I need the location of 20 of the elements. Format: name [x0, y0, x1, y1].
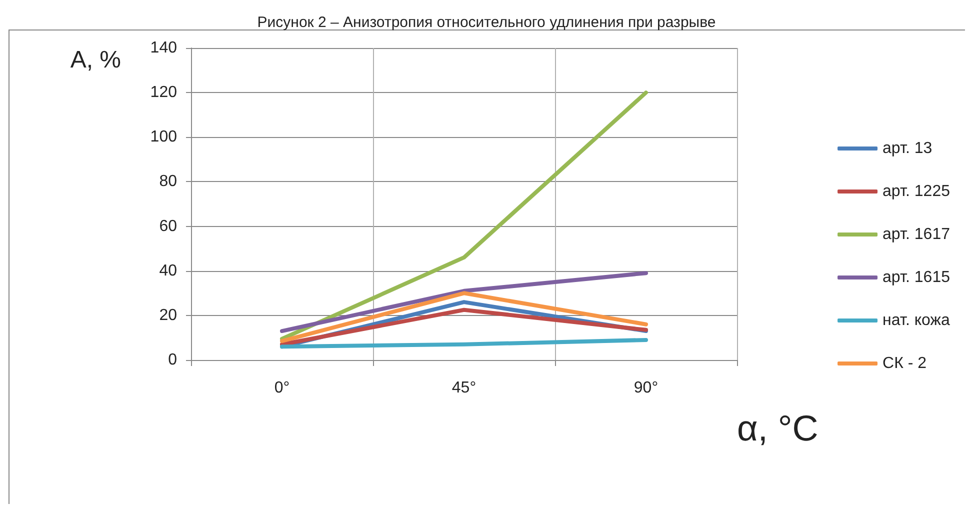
- legend-label: арт. 1617: [882, 226, 950, 243]
- y-tick-label: 100: [150, 128, 178, 146]
- legend-label: нат. кожа: [882, 312, 950, 329]
- x-tick-label: 0°: [274, 380, 290, 396]
- legend-label: СК - 2: [882, 355, 927, 372]
- chart-title: Рисунок 2 – Анизотропия относительного удлинения при разрыве: [257, 14, 716, 31]
- y-tick-label: 120: [150, 84, 178, 102]
- x-axis-title: α, °С: [737, 408, 818, 448]
- y-tick-label: 20: [159, 306, 178, 324]
- y-tick-label: 40: [159, 262, 178, 280]
- y-tick-label: 0: [168, 352, 178, 368]
- y-axis-title: А, %: [70, 46, 121, 74]
- x-tick-label: 45°: [452, 380, 476, 396]
- y-tick-label: 80: [159, 173, 178, 190]
- x-tick-label: 90°: [634, 380, 658, 396]
- y-tick-label: 140: [150, 40, 178, 56]
- y-tick-label: 60: [159, 218, 178, 235]
- legend-label: арт. 13: [882, 140, 932, 157]
- legend-label: арт. 1615: [882, 269, 950, 286]
- legend-label: арт. 1225: [882, 183, 950, 200]
